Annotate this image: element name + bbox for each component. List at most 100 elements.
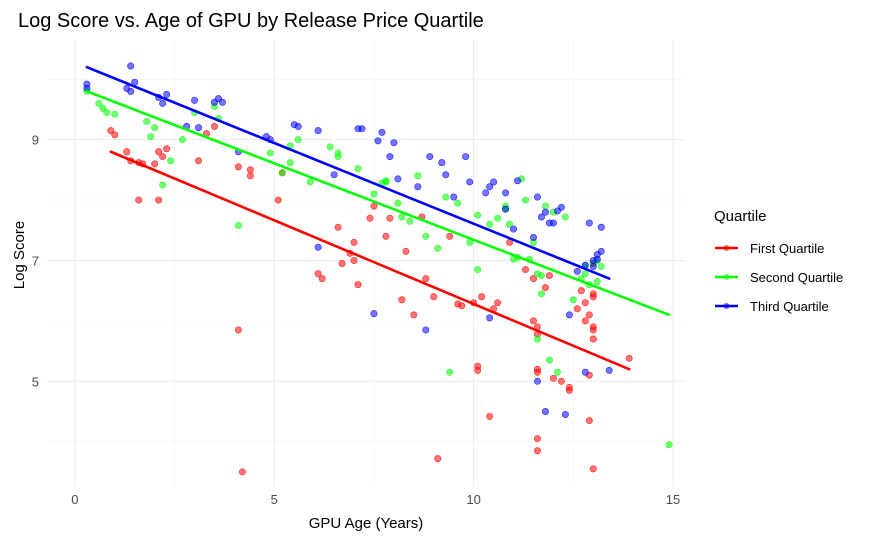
data-point [533, 368, 541, 376]
data-point [414, 172, 422, 180]
data-point [334, 223, 342, 231]
data-point [573, 305, 581, 313]
data-point [533, 335, 541, 343]
data-point [502, 189, 510, 197]
data-point [434, 455, 442, 463]
data-point [597, 263, 605, 271]
data-point [179, 136, 187, 144]
trend-line [85, 65, 611, 280]
trend-line [85, 90, 671, 317]
data-point [382, 177, 390, 185]
data-point [486, 314, 494, 322]
data-point [581, 299, 589, 307]
data-point [589, 293, 597, 301]
x-tick-label: 0 [71, 492, 78, 507]
trend-line [109, 150, 631, 371]
data-point [151, 160, 159, 168]
data-point [665, 441, 673, 449]
data-point [434, 244, 442, 252]
data-point [378, 128, 386, 136]
data-point [382, 232, 390, 240]
data-point [438, 159, 446, 167]
data-point [462, 153, 470, 161]
data-point [99, 104, 107, 112]
data-point [589, 335, 597, 343]
data-point [486, 412, 494, 420]
data-point [135, 196, 143, 204]
data-point [127, 62, 135, 70]
data-point [589, 323, 597, 331]
data-point [366, 214, 374, 222]
y-tick-label: 7 [32, 253, 39, 268]
data-point [506, 220, 514, 228]
data-point [486, 183, 494, 191]
data-point [294, 122, 302, 130]
data-point [334, 149, 342, 157]
data-point [159, 99, 167, 107]
data-point [529, 234, 537, 242]
legend-title: Quartile [714, 208, 767, 225]
data-point [326, 143, 334, 151]
data-point [474, 266, 482, 274]
data-point [553, 368, 561, 376]
data-point [123, 148, 131, 156]
data-point [589, 465, 597, 473]
data-point [490, 178, 498, 186]
data-point [354, 281, 362, 289]
legend-key-point [723, 274, 730, 280]
x-tick-label: 15 [666, 492, 680, 507]
data-point [561, 411, 569, 419]
data-point [545, 272, 553, 280]
data-point [454, 199, 462, 207]
data-point [625, 354, 633, 362]
data-point [246, 166, 254, 174]
x-tick-label: 5 [271, 492, 278, 507]
data-point [422, 232, 430, 240]
data-point [446, 232, 454, 240]
data-point [278, 169, 286, 177]
data-point [191, 96, 199, 104]
legend-key-point [723, 303, 730, 309]
data-point [155, 196, 163, 204]
data-point [111, 110, 119, 118]
data-point [537, 213, 545, 221]
data-point [581, 270, 589, 278]
data-point [537, 272, 545, 280]
data-point [494, 214, 502, 222]
data-point [314, 270, 322, 278]
data-point [306, 178, 314, 186]
data-point [557, 203, 565, 211]
data-point [541, 284, 549, 292]
data-point [274, 196, 282, 204]
data-point [549, 219, 557, 227]
data-point [446, 368, 454, 376]
data-point [533, 435, 541, 443]
data-point [143, 118, 151, 126]
data-point [581, 317, 589, 325]
data-point [111, 131, 119, 139]
data-point [541, 407, 549, 415]
data-point [422, 275, 430, 283]
data-point [350, 238, 358, 246]
data-point [330, 171, 338, 179]
data-point [561, 213, 569, 221]
data-point [103, 108, 111, 116]
data-point [565, 383, 573, 391]
data-point [478, 293, 486, 301]
data-point [107, 127, 115, 135]
data-point [127, 87, 135, 95]
data-point [545, 356, 553, 364]
x-axis-title: GPU Age (Years) [309, 515, 424, 532]
y-tick-label: 9 [32, 133, 39, 148]
data-point [589, 263, 597, 271]
data-point [159, 181, 167, 189]
data-point [442, 193, 450, 201]
data-point [565, 311, 573, 319]
data-point [494, 299, 502, 307]
x-tick-label: 10 [466, 492, 480, 507]
data-point [442, 171, 450, 179]
data-point [398, 296, 406, 304]
data-point [569, 296, 577, 304]
data-point [533, 447, 541, 455]
data-point [585, 219, 593, 227]
